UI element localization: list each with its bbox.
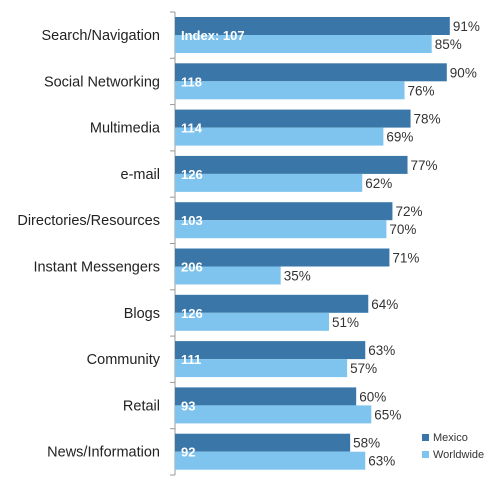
- index-label: 206: [181, 260, 203, 275]
- bar-mexico: [175, 341, 366, 360]
- value-label-worldwide: 62%: [365, 176, 392, 191]
- value-label-mexico: 72%: [395, 204, 422, 219]
- bar-worldwide: [175, 359, 348, 378]
- legend-label-worldwide: Worldwide: [433, 449, 484, 461]
- bar-mexico: [175, 387, 357, 406]
- bar-worldwide: [175, 266, 281, 285]
- bar-mexico: [175, 433, 351, 452]
- value-label-worldwide: 51%: [332, 315, 359, 330]
- axis-layer: [170, 11, 176, 476]
- index-label: 103: [181, 213, 203, 228]
- value-label-worldwide: 35%: [284, 269, 311, 284]
- value-label-worldwide: 63%: [368, 454, 395, 469]
- category-label: Search/Navigation: [42, 28, 161, 44]
- bar-worldwide: [175, 312, 330, 331]
- bar-mexico: [175, 155, 408, 174]
- bar-worldwide: [175, 405, 372, 424]
- bar-worldwide: [175, 173, 363, 192]
- value-label-mexico: 64%: [371, 297, 398, 312]
- bars-layer: [175, 17, 450, 470]
- index-label: 93: [181, 398, 195, 413]
- legend-label-mexico: Mexico: [433, 432, 468, 444]
- value-label-worldwide: 70%: [389, 222, 416, 237]
- index-label: 92: [181, 445, 195, 460]
- bar-mexico: [175, 248, 390, 267]
- legend-swatch-mexico: [422, 434, 429, 441]
- labels-layer: Search/Navigation 91% 85% Index: 107 Social …: [17, 19, 479, 469]
- index-label: 111: [181, 352, 201, 367]
- index-label: Index: 107: [181, 28, 245, 43]
- category-label: e-mail: [121, 167, 160, 183]
- value-label-mexico: 58%: [353, 436, 380, 451]
- bar-mexico: [175, 294, 369, 313]
- value-label-worldwide: 69%: [386, 130, 413, 145]
- bar-mexico: [175, 63, 447, 82]
- value-label-mexico: 91%: [453, 19, 480, 34]
- category-label: Blogs: [124, 306, 160, 322]
- category-label: Social Networking: [44, 74, 160, 90]
- index-label: 114: [181, 121, 203, 136]
- bar-worldwide: [175, 35, 432, 53]
- bar-worldwide: [175, 81, 405, 100]
- value-label-mexico: 77%: [411, 158, 438, 173]
- category-label: Directories/Resources: [17, 213, 160, 229]
- category-label: News/Information: [47, 445, 160, 461]
- bar-mexico: [175, 17, 450, 35]
- index-label: 118: [181, 74, 202, 89]
- bar-worldwide: [175, 451, 366, 470]
- index-label: 126: [181, 167, 203, 182]
- value-label-mexico: 78%: [414, 112, 441, 127]
- value-label-mexico: 71%: [392, 251, 419, 266]
- value-label-worldwide: 76%: [408, 83, 435, 98]
- bar-mexico: [175, 202, 393, 221]
- bar-worldwide: [175, 127, 384, 146]
- value-label-worldwide: 57%: [350, 361, 377, 376]
- value-label-mexico: 63%: [368, 343, 395, 358]
- value-label-mexico: 90%: [450, 65, 477, 80]
- bar-worldwide: [175, 220, 387, 239]
- value-label-mexico: 60%: [359, 389, 386, 404]
- value-label-worldwide: 65%: [374, 407, 401, 422]
- value-label-worldwide: 85%: [435, 37, 462, 52]
- category-label: Retail: [123, 398, 160, 414]
- category-label: Multimedia: [90, 121, 161, 137]
- category-label: Community: [87, 352, 161, 368]
- legend: Mexico Worldwide: [422, 432, 484, 461]
- legend-swatch-worldwide: [422, 451, 429, 458]
- index-label: 126: [181, 306, 203, 321]
- bar-mexico: [175, 109, 411, 128]
- category-label: Instant Messengers: [33, 260, 160, 276]
